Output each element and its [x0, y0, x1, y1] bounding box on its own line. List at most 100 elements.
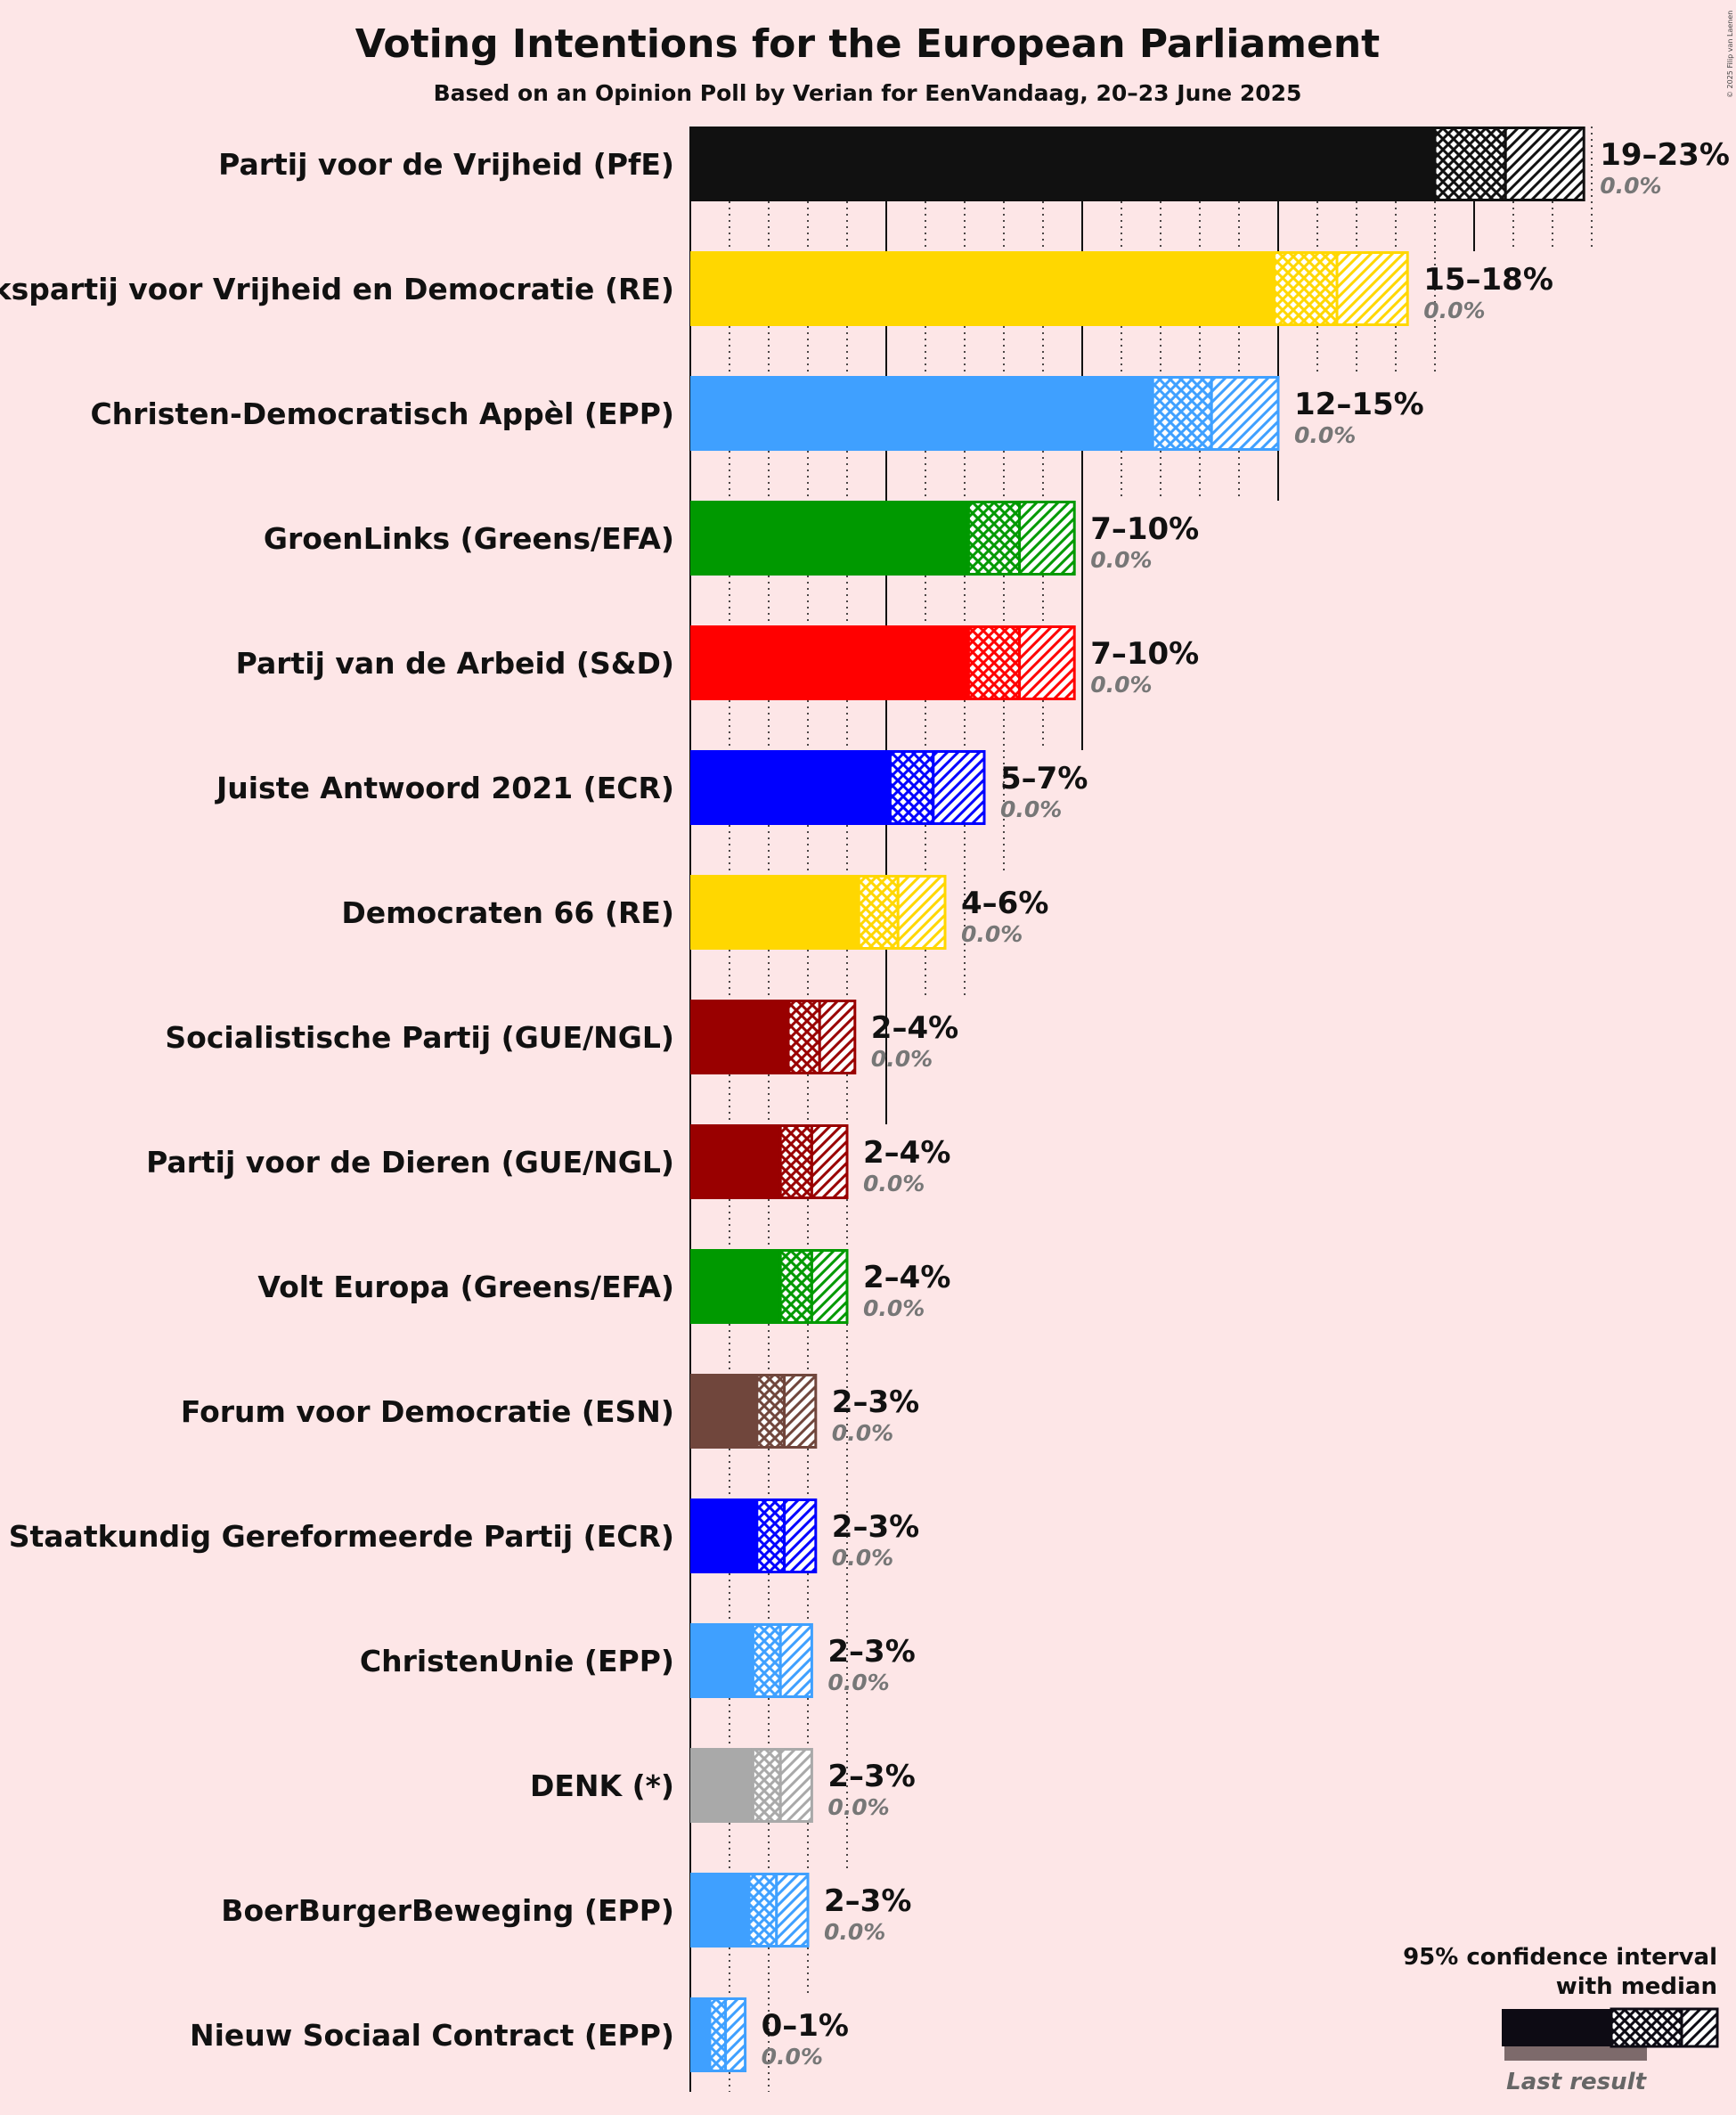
- legend-ci-title-line1: 95% confidence interval: [1403, 1944, 1717, 1971]
- range-label: 2–3%: [832, 1384, 919, 1420]
- bar-ci-upper: [1335, 251, 1409, 326]
- legend-last-result-bar: [1504, 2045, 1647, 2061]
- bar-ci-lower: [1273, 251, 1339, 326]
- bars-layer: Partij voor de Vrijheid (PfE) 19–23% 0.0% V…: [0, 127, 1730, 2072]
- last-result-label: 0.0%: [871, 1046, 933, 1072]
- bar-solid: [690, 1623, 754, 1698]
- range-label: 19–23%: [1600, 137, 1730, 173]
- last-result-label: 0.0%: [1090, 672, 1152, 698]
- bar-ci-upper: [783, 1498, 818, 1573]
- copyright-note: © 2025 Filip van Laenen: [1726, 11, 1734, 98]
- bar-solid: [690, 1997, 710, 2072]
- party-label: Nieuw Sociaal Contract (EPP): [190, 2018, 674, 2053]
- last-result-label: 0.0%: [762, 2044, 823, 2070]
- last-result-label: 0.0%: [863, 1295, 925, 1321]
- last-result-label: 0.0%: [1090, 547, 1152, 573]
- bar-solid: [690, 376, 1153, 451]
- bar-solid: [690, 875, 860, 950]
- bar-ci-upper: [818, 1000, 857, 1074]
- party-label: GroenLinks (Greens/EFA): [264, 521, 674, 556]
- bar-solid: [690, 1498, 757, 1573]
- bar-ci-lower: [1433, 127, 1507, 201]
- bar-ci-upper: [1210, 376, 1280, 451]
- party-label: Partij van de Arbeid (S&D): [236, 646, 674, 681]
- bar-ci-upper: [778, 1748, 813, 1823]
- party-label: Partij voor de Vrijheid (PfE): [218, 147, 674, 182]
- bar-ci-upper: [1018, 625, 1076, 700]
- bar-ci-upper: [1504, 127, 1585, 201]
- party-label: Volt Europa (Greens/EFA): [257, 1270, 674, 1304]
- bar-ci-lower: [966, 501, 1022, 576]
- bar-ci-lower: [751, 1748, 782, 1823]
- bar-solid: [690, 750, 891, 825]
- bar-solid: [690, 625, 969, 700]
- party-label: Socialistische Partij (GUE/NGL): [165, 1020, 674, 1055]
- bar-ci-lower: [755, 1498, 786, 1573]
- bar-ci-upper: [810, 1124, 849, 1199]
- party-label: Juiste Antwoord 2021 (ECR): [215, 771, 674, 805]
- last-result-label: 0.0%: [961, 921, 1023, 947]
- bar-ci-lower: [751, 1623, 782, 1698]
- bar-solid: [690, 251, 1275, 326]
- range-label: 5–7%: [1000, 761, 1088, 796]
- legend: 95% confidence interval with median Last…: [1403, 1944, 1719, 2095]
- last-result-label: 0.0%: [824, 1919, 885, 1945]
- range-label: 4–6%: [961, 886, 1048, 921]
- bar-ci-lower: [786, 1000, 821, 1074]
- legend-crosshatch-bar: [1610, 2007, 1683, 2048]
- legend-ci-title-line2: with median: [1556, 1973, 1717, 2000]
- party-label: Christen-Democratisch Appèl (EPP): [90, 396, 674, 431]
- last-result-label: 0.0%: [1294, 422, 1356, 448]
- bar-ci-upper: [778, 1623, 813, 1698]
- bar-ci-lower: [966, 625, 1022, 700]
- bar-ci-upper: [810, 1249, 849, 1324]
- bar-ci-upper: [932, 750, 986, 825]
- range-label: 2–4%: [871, 1010, 958, 1046]
- range-label: 15–18%: [1423, 262, 1553, 298]
- bar-ci-upper: [724, 1997, 747, 2072]
- bar-solid: [690, 1124, 781, 1199]
- range-label: 0–1%: [762, 2008, 849, 2044]
- party-label: Volkspartij voor Vrijheid en Democratie …: [0, 272, 674, 306]
- range-label: 2–3%: [832, 1509, 919, 1545]
- bar-ci-lower: [1151, 376, 1213, 451]
- last-result-label: 0.0%: [827, 1794, 889, 1820]
- party-label: Forum voor Democratie (ESN): [181, 1394, 674, 1429]
- range-label: 2–4%: [863, 1260, 950, 1295]
- party-label: BoerBurgerBeweging (EPP): [221, 1893, 674, 1928]
- range-label: 2–4%: [863, 1135, 950, 1171]
- bar-ci-upper: [896, 875, 947, 950]
- chart-title: Voting Intentions for the European Parli…: [355, 21, 1380, 67]
- last-result-label: 0.0%: [827, 1670, 889, 1695]
- legend-last-result-label: Last result: [1506, 2069, 1647, 2095]
- range-label: 7–10%: [1090, 636, 1199, 672]
- range-label: 2–3%: [824, 1883, 911, 1919]
- party-label: Democraten 66 (RE): [341, 895, 674, 930]
- party-label: DENK (*): [530, 1768, 674, 1803]
- bar-ci-lower: [857, 875, 900, 950]
- last-result-label: 0.0%: [832, 1420, 893, 1446]
- legend-hatch-bar: [1680, 2007, 1719, 2048]
- chart-subtitle: Based on an Opinion Poll by Verian for E…: [434, 80, 1302, 106]
- bar-solid: [690, 1748, 754, 1823]
- bar-solid: [690, 1873, 749, 1948]
- range-label: 2–3%: [827, 1634, 915, 1670]
- bar-ci-upper: [775, 1873, 810, 1948]
- bar-solid: [690, 1249, 781, 1324]
- bar-ci-lower: [888, 750, 935, 825]
- bar-ci-lower: [778, 1124, 813, 1199]
- last-result-label: 0.0%: [863, 1171, 925, 1196]
- legend-solid-bar: [1502, 2009, 1611, 2046]
- party-label: ChristenUnie (EPP): [360, 1644, 674, 1678]
- bar-solid: [690, 1374, 757, 1449]
- bar-solid: [690, 1000, 788, 1074]
- range-label: 2–3%: [827, 1759, 915, 1794]
- party-label: Staatkundig Gereformeerde Partij (ECR): [9, 1519, 674, 1554]
- party-label: Partij voor de Dieren (GUE/NGL): [146, 1145, 674, 1180]
- bar-ci-upper: [783, 1374, 818, 1449]
- bar-solid: [690, 501, 969, 576]
- bar-ci-lower: [755, 1374, 786, 1449]
- bar-ci-lower: [747, 1873, 778, 1948]
